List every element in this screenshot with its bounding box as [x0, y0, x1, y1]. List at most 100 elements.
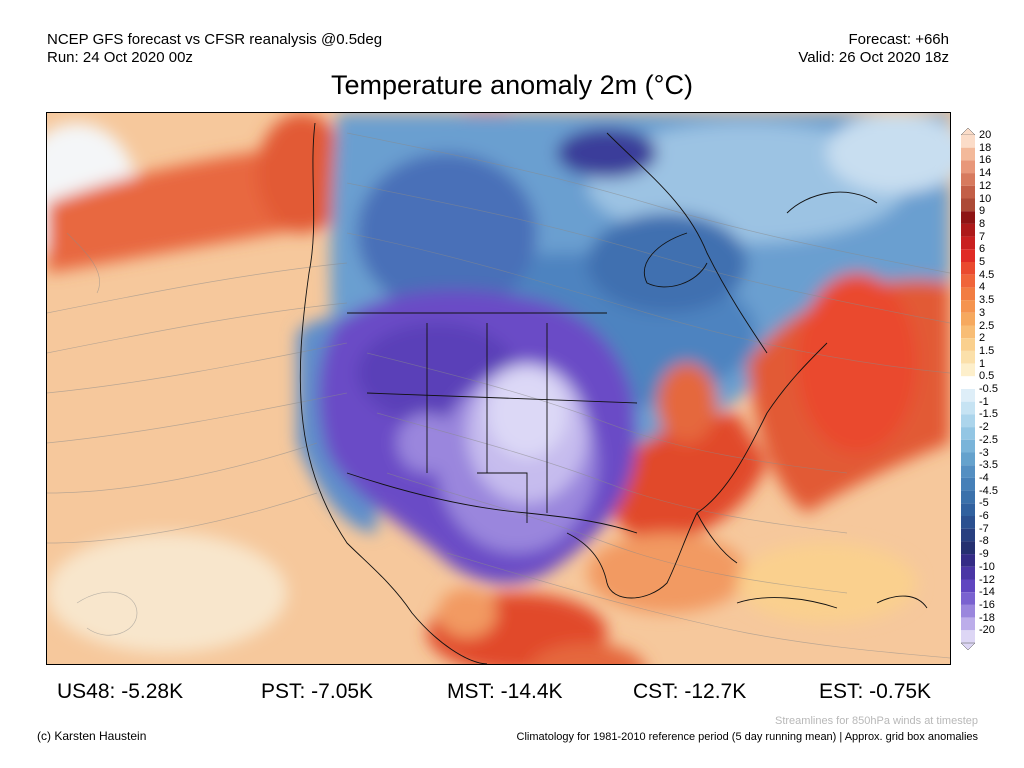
legend-swatch: [961, 160, 975, 174]
legend-label: 16: [979, 154, 992, 167]
header-left: NCEP GFS forecast vs CFSR reanalysis @0.…: [47, 31, 382, 67]
legend-swatch: [961, 376, 975, 389]
legend-swatch: [961, 401, 975, 415]
legend-label: 9: [979, 205, 986, 218]
legend-label: 1.5: [979, 344, 995, 357]
legend-label: 4: [979, 281, 986, 294]
legend-label: -4: [979, 471, 989, 484]
stat-cst: CST: -12.7K: [633, 680, 747, 703]
legend-label: 1: [979, 357, 986, 370]
legend-arrow-top: [960, 128, 976, 136]
legend-swatch: [961, 389, 975, 402]
legend-swatch: [961, 579, 975, 593]
legend-arrow-bottom: [960, 642, 976, 650]
anomaly-map: [46, 112, 951, 665]
legend-swatch: [961, 173, 975, 186]
header-right: Forecast: +66h Valid: 26 Oct 2020 18z: [798, 31, 949, 67]
stat-pst: PST: -7.05K: [261, 680, 374, 703]
climatology-note: Climatology for 1981-2010 reference peri…: [516, 731, 978, 743]
legend-label: -5: [979, 497, 989, 510]
forecast-hour: Forecast: +66h: [848, 31, 949, 48]
legend-label: 14: [979, 167, 992, 180]
legend-swatch: [961, 185, 975, 199]
map-canvas: [47, 113, 950, 664]
credit: (c) Karsten Haustein: [37, 729, 147, 743]
stat-mst: MST: -14.4K: [447, 680, 563, 703]
legend-swatch: [961, 300, 975, 313]
legend-label: -2: [979, 421, 989, 434]
legend-swatch: [961, 439, 975, 453]
legend-swatch: [961, 198, 975, 212]
legend-label: 2.5: [979, 319, 995, 332]
legend-swatch: [961, 338, 975, 351]
legend-label: -8: [979, 535, 989, 548]
legend-label: 5: [979, 256, 986, 268]
legend-swatch: [961, 274, 975, 288]
color-legend: 20 18 16 14 12 10 9 8 7 6 5 4.5 4 3.5 3 2.5 2 1.5 1 0.5 -0.5…: [958, 128, 1018, 653]
legend-swatch: [961, 490, 975, 504]
legend-label: -10: [979, 560, 995, 573]
legend-swatch: [961, 566, 975, 580]
legend-swatch: [961, 592, 975, 605]
legend-swatch: [961, 617, 975, 631]
streamline-note: Streamlines for 850hPa winds at timestep: [775, 715, 978, 727]
legend-swatch: [961, 350, 975, 364]
valid-time: Valid: 26 Oct 2020 18z: [798, 49, 949, 66]
legend-swatch: [961, 554, 975, 567]
legend-label: -1.5: [979, 408, 998, 421]
legend-label: 12: [979, 179, 992, 192]
map-title: Temperature anomaly 2m (°C): [331, 70, 693, 100]
legend-label: -20: [979, 624, 995, 637]
legend-swatch: [961, 604, 975, 618]
legend-swatch: [961, 135, 975, 148]
legend-swatch: [961, 503, 975, 516]
legend-swatch: [961, 414, 975, 428]
legend-label: -18: [979, 611, 995, 624]
legend-label: -2.5: [979, 433, 998, 446]
legend-swatch: [961, 249, 975, 262]
legend-label: -3: [979, 446, 989, 459]
legend-label: 4.5: [979, 268, 995, 281]
legend-swatch: [961, 452, 975, 466]
legend-label: -0.5: [979, 383, 998, 395]
legend-label: -6: [979, 510, 989, 522]
legend-label: -14: [979, 586, 995, 599]
legend-label: 8: [979, 217, 986, 230]
legend-label: -16: [979, 598, 995, 611]
legend-swatch: [961, 477, 975, 491]
legend-label: 18: [979, 141, 992, 154]
legend-label: 2: [979, 332, 986, 345]
legend-label: -3.5: [979, 459, 998, 472]
legend-swatch: [961, 528, 975, 542]
stat-us48: US48: -5.28K: [57, 680, 184, 703]
legend-label: 6: [979, 243, 986, 256]
legend-label: -12: [979, 573, 995, 586]
legend-swatch: [961, 312, 975, 326]
legend-swatch: [961, 363, 975, 377]
legend-label: -4.5: [979, 484, 998, 497]
legend-label: 0.5: [979, 370, 995, 383]
legend-swatch: [961, 516, 975, 529]
regional-anomaly-stats: US48: -5.28K PST: -7.05K MST: -14.4K CST…: [0, 680, 1024, 706]
legend-swatch: [961, 147, 975, 161]
legend-swatch: [961, 223, 975, 237]
legend-swatch: [961, 262, 975, 275]
legend-swatch: [961, 325, 975, 339]
legend-swatch: [961, 236, 975, 250]
legend-label: 3.5: [979, 294, 995, 307]
legend-label: 7: [979, 230, 986, 243]
legend-label: 20: [979, 129, 992, 141]
legend-swatch: [961, 465, 975, 478]
legend-label: 10: [979, 192, 992, 205]
legend-label: -7: [979, 522, 989, 535]
legend-label: -9: [979, 548, 989, 561]
legend-bar: [960, 128, 976, 650]
legend-swatch: [961, 541, 975, 555]
model-description: NCEP GFS forecast vs CFSR reanalysis @0.…: [47, 31, 383, 48]
legend-swatch: [961, 287, 975, 301]
legend-label: -1: [979, 395, 989, 408]
run-time: Run: 24 Oct 2020 00z: [47, 49, 193, 66]
legend-swatch: [961, 427, 975, 440]
stat-est: EST: -0.75K: [819, 680, 932, 703]
legend-swatch: [961, 211, 975, 224]
